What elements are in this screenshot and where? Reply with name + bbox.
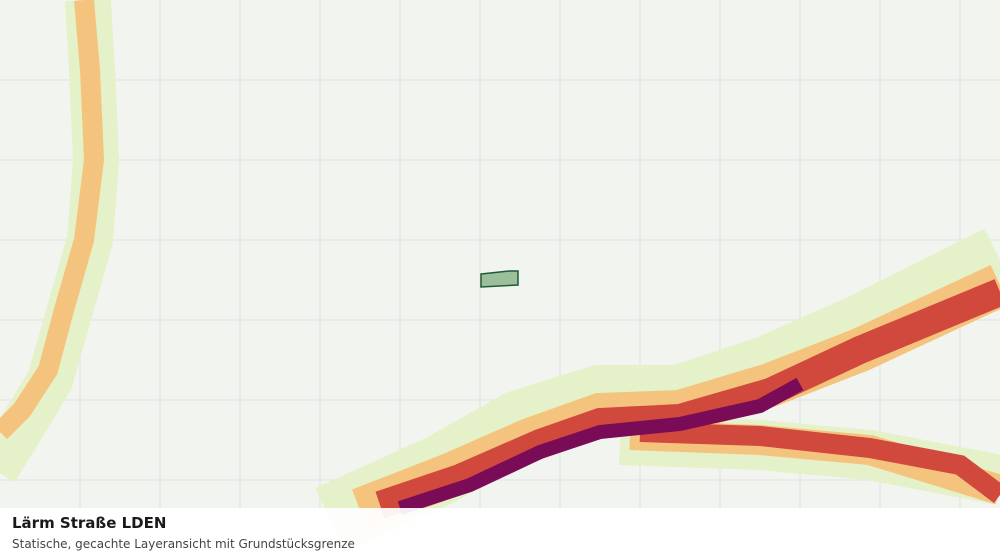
noise-band-road [315,228,1000,552]
noise-band-west [0,0,120,483]
info-panel [0,508,1000,560]
layer-title: Lärm Straße LDEN [12,514,166,532]
parcel-boundary[interactable] [480,270,519,288]
layer-subtitle: Statische, gecachte Layeransicht mit Gru… [12,537,355,551]
